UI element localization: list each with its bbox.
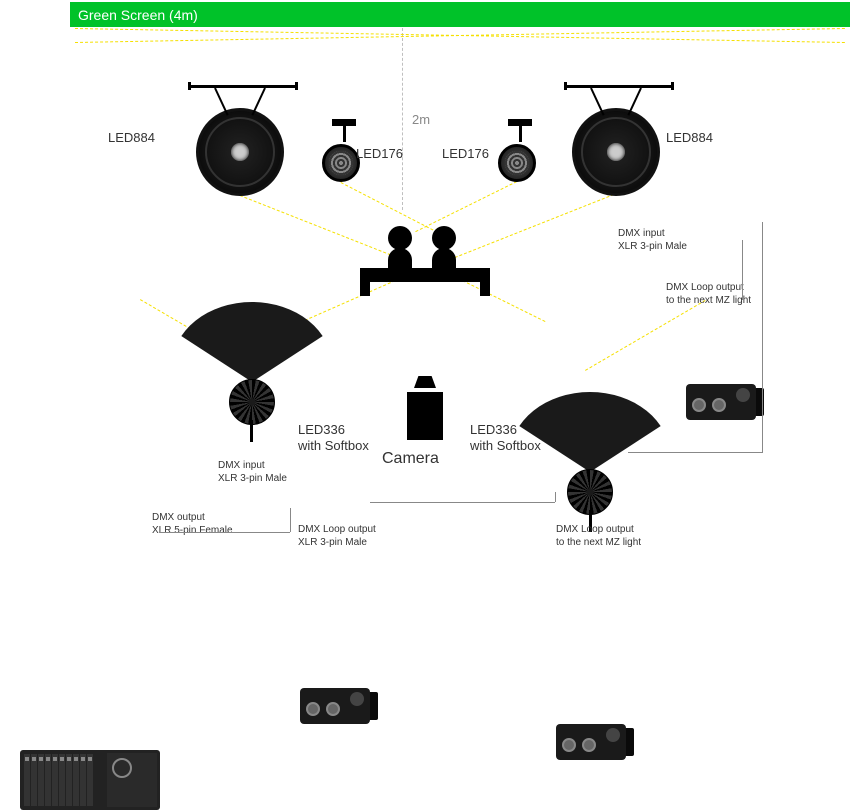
dmx-mixer-console (20, 750, 160, 810)
led884-light-left (196, 108, 284, 196)
annotation-dmx_loop_right: DMX Loop output to the next MZ light (556, 524, 641, 549)
led884-light-right (572, 108, 660, 196)
green-screen-label: Green Screen (4m) (78, 7, 198, 23)
led336-label-right: LED336 with Softbox (470, 422, 541, 455)
led176-light-left (322, 144, 360, 182)
led176-label-right: LED176 (442, 146, 489, 161)
led336-softbox-left (172, 302, 332, 392)
green-screen-bar: Green Screen (4m) (70, 2, 850, 27)
camera-icon (400, 376, 450, 446)
dmx-box-top (686, 384, 756, 420)
annotation-dmx_loop_mid: DMX Loop output XLR 3-pin Male (298, 524, 376, 549)
camera-label: Camera (382, 450, 439, 468)
annotation-dmx_input_top: DMX input XLR 3-pin Male (618, 228, 687, 253)
led176-label-left: LED176 (356, 146, 403, 161)
depth-marker-label: 2m (412, 112, 430, 127)
led884-label-right: LED884 (666, 130, 713, 145)
subjects-silhouette (360, 212, 490, 282)
dmx-box-right (556, 724, 626, 760)
led336-label-left: LED336 with Softbox (298, 422, 369, 455)
led884-label-left: LED884 (108, 130, 155, 145)
dmx-box-mid (300, 688, 370, 724)
led176-light-right (498, 144, 536, 182)
annotation-dmx_input_mid: DMX input XLR 3-pin Male (218, 460, 287, 485)
annotation-dmx_loop_top: DMX Loop output to the next MZ light (666, 282, 751, 307)
annotation-dmx_output_mixer: DMX output XLR 5-pin Female (152, 512, 233, 537)
center-depth-line (402, 28, 404, 210)
